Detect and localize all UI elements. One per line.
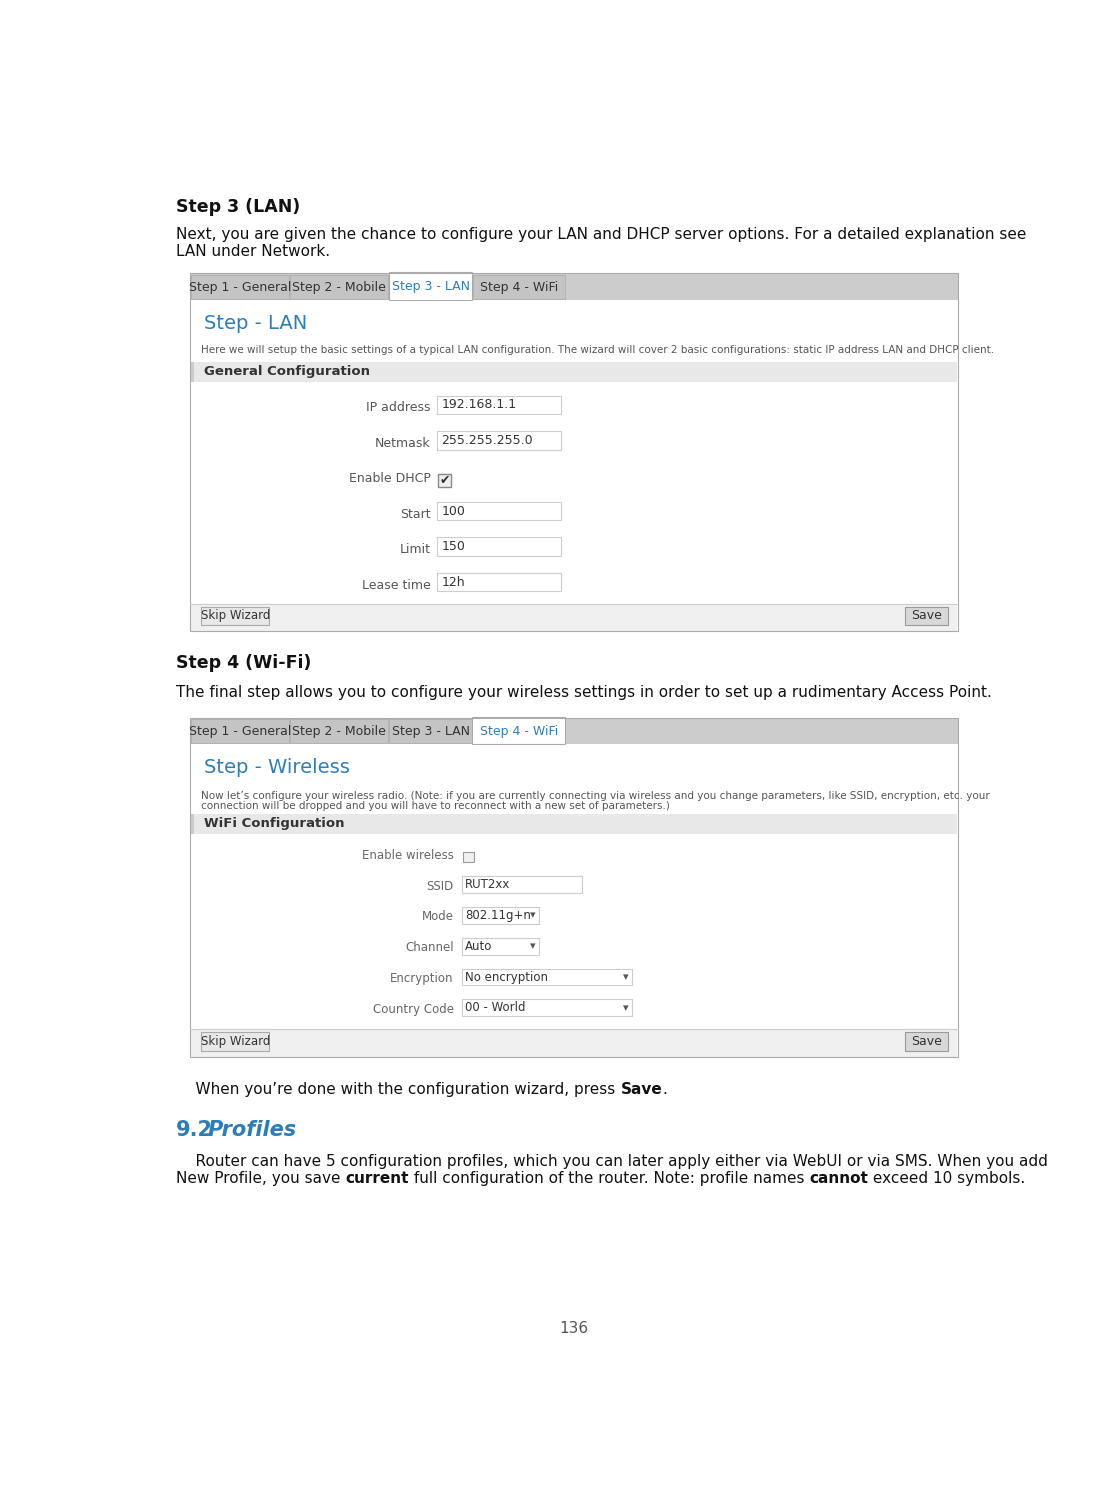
FancyBboxPatch shape bbox=[201, 607, 270, 625]
FancyBboxPatch shape bbox=[191, 1029, 957, 1056]
FancyBboxPatch shape bbox=[905, 607, 948, 625]
Text: Country Code: Country Code bbox=[373, 1002, 453, 1016]
FancyBboxPatch shape bbox=[439, 475, 451, 487]
Text: Step 4 (Wi-Fi): Step 4 (Wi-Fi) bbox=[177, 654, 312, 672]
Text: Step 2 - Mobile: Step 2 - Mobile bbox=[292, 280, 386, 294]
Text: ▾: ▾ bbox=[529, 910, 535, 921]
FancyBboxPatch shape bbox=[461, 907, 539, 924]
Text: Netmask: Netmask bbox=[375, 437, 431, 451]
Text: Auto: Auto bbox=[466, 940, 492, 952]
Text: Step 2 - Mobile: Step 2 - Mobile bbox=[292, 725, 386, 738]
Text: Step 3 - LAN: Step 3 - LAN bbox=[392, 725, 470, 738]
FancyBboxPatch shape bbox=[473, 274, 565, 298]
Text: Next, you are given the chance to configure your LAN and DHCP server options. Fo: Next, you are given the chance to config… bbox=[177, 228, 1026, 243]
Text: Limit: Limit bbox=[399, 543, 431, 556]
Text: Enable DHCP: Enable DHCP bbox=[349, 472, 431, 485]
FancyBboxPatch shape bbox=[290, 274, 388, 298]
FancyBboxPatch shape bbox=[436, 573, 561, 591]
FancyBboxPatch shape bbox=[463, 851, 474, 862]
Text: ✔: ✔ bbox=[439, 473, 450, 487]
Text: Step 3 - LAN: Step 3 - LAN bbox=[392, 280, 470, 294]
Text: New Profile, you save: New Profile, you save bbox=[177, 1171, 346, 1186]
FancyBboxPatch shape bbox=[290, 719, 388, 743]
Text: 802.11g+n: 802.11g+n bbox=[466, 909, 532, 922]
Text: RUT2xx: RUT2xx bbox=[466, 879, 510, 891]
Text: When you’re done with the configuration wizard, press: When you’re done with the configuration … bbox=[177, 1082, 620, 1097]
Text: LAN under Network.: LAN under Network. bbox=[177, 244, 330, 259]
Text: Skip Wizard: Skip Wizard bbox=[200, 609, 270, 622]
Text: ▾: ▾ bbox=[529, 942, 535, 951]
Text: Now let’s configure your wireless radio. (Note: if you are currently connecting : Now let’s configure your wireless radio.… bbox=[201, 791, 990, 800]
FancyBboxPatch shape bbox=[190, 273, 958, 300]
FancyBboxPatch shape bbox=[461, 876, 582, 894]
FancyBboxPatch shape bbox=[461, 937, 539, 955]
FancyBboxPatch shape bbox=[436, 431, 561, 449]
Text: Mode: Mode bbox=[422, 910, 453, 924]
FancyBboxPatch shape bbox=[191, 362, 194, 381]
Text: Skip Wizard: Skip Wizard bbox=[200, 1035, 270, 1049]
FancyBboxPatch shape bbox=[436, 538, 561, 556]
FancyBboxPatch shape bbox=[436, 396, 561, 414]
Text: ▾: ▾ bbox=[622, 972, 629, 983]
Text: Step 3 (LAN): Step 3 (LAN) bbox=[177, 197, 301, 216]
Text: 136: 136 bbox=[558, 1320, 589, 1335]
FancyBboxPatch shape bbox=[201, 1032, 270, 1050]
FancyBboxPatch shape bbox=[191, 719, 289, 743]
Text: IP address: IP address bbox=[366, 401, 431, 414]
Text: 255.255.255.0: 255.255.255.0 bbox=[441, 434, 533, 448]
Text: Router can have 5 configuration profiles, which you can later apply either via W: Router can have 5 configuration profiles… bbox=[177, 1154, 1049, 1169]
FancyBboxPatch shape bbox=[191, 814, 194, 833]
Text: ▾: ▾ bbox=[622, 1002, 629, 1013]
FancyBboxPatch shape bbox=[436, 502, 561, 520]
FancyBboxPatch shape bbox=[190, 717, 958, 744]
Text: Step 4 - WiFi: Step 4 - WiFi bbox=[480, 725, 558, 737]
FancyBboxPatch shape bbox=[191, 604, 957, 631]
Text: 150: 150 bbox=[441, 540, 466, 553]
FancyBboxPatch shape bbox=[472, 717, 565, 744]
Text: 12h: 12h bbox=[441, 576, 466, 589]
FancyBboxPatch shape bbox=[905, 1032, 948, 1050]
Text: full configuration of the router. Note: profile names: full configuration of the router. Note: … bbox=[410, 1171, 809, 1186]
Text: Step - LAN: Step - LAN bbox=[204, 313, 308, 333]
FancyBboxPatch shape bbox=[389, 719, 471, 743]
Text: General Configuration: General Configuration bbox=[204, 365, 370, 378]
Text: connection will be dropped and you will have to reconnect with a new set of para: connection will be dropped and you will … bbox=[201, 802, 670, 811]
Text: Encryption: Encryption bbox=[391, 972, 453, 986]
Text: The final step allows you to configure your wireless settings in order to set up: The final step allows you to configure y… bbox=[177, 686, 993, 701]
Text: exceed 10 symbols.: exceed 10 symbols. bbox=[868, 1171, 1026, 1186]
Text: Step 1 - General: Step 1 - General bbox=[189, 725, 291, 738]
FancyBboxPatch shape bbox=[191, 274, 289, 298]
FancyBboxPatch shape bbox=[191, 814, 957, 833]
Text: Step - Wireless: Step - Wireless bbox=[204, 758, 350, 778]
Text: Start: Start bbox=[399, 508, 431, 521]
Text: Step 4 - WiFi: Step 4 - WiFi bbox=[480, 280, 558, 294]
FancyBboxPatch shape bbox=[461, 969, 632, 986]
Text: Save: Save bbox=[911, 1035, 942, 1049]
Text: 100: 100 bbox=[441, 505, 466, 518]
Text: Profiles: Profiles bbox=[207, 1120, 297, 1141]
FancyBboxPatch shape bbox=[461, 999, 632, 1016]
Text: WiFi Configuration: WiFi Configuration bbox=[204, 817, 345, 830]
Text: Save: Save bbox=[620, 1082, 662, 1097]
Text: SSID: SSID bbox=[426, 880, 453, 892]
FancyBboxPatch shape bbox=[191, 362, 957, 381]
Text: No encryption: No encryption bbox=[466, 971, 548, 984]
Text: cannot: cannot bbox=[809, 1171, 868, 1186]
Text: .: . bbox=[662, 1082, 667, 1097]
Text: Channel: Channel bbox=[405, 942, 453, 954]
Text: Enable wireless: Enable wireless bbox=[361, 848, 453, 862]
Text: Lease time: Lease time bbox=[361, 579, 431, 592]
Text: 192.168.1.1: 192.168.1.1 bbox=[441, 398, 517, 411]
Text: Here we will setup the basic settings of a typical LAN configuration. The wizard: Here we will setup the basic settings of… bbox=[201, 345, 994, 354]
Text: Step 1 - General: Step 1 - General bbox=[189, 280, 291, 294]
Text: 00 - World: 00 - World bbox=[466, 1001, 526, 1014]
Text: 9.2: 9.2 bbox=[177, 1120, 214, 1141]
Text: Save: Save bbox=[911, 609, 942, 622]
Text: current: current bbox=[346, 1171, 410, 1186]
FancyBboxPatch shape bbox=[388, 273, 472, 300]
